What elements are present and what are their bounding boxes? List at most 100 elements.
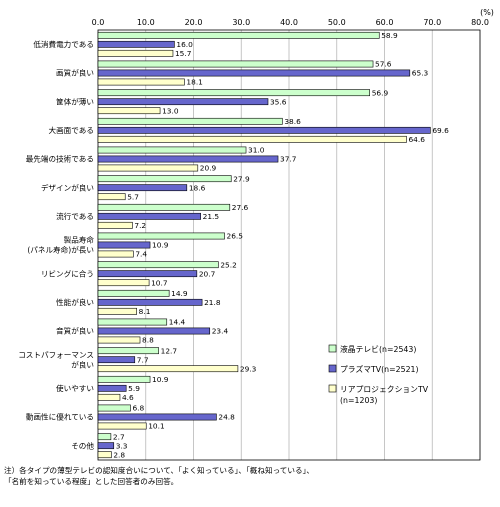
bar	[97, 413, 217, 421]
bar	[97, 307, 137, 315]
category-label: リビングに合う	[41, 268, 94, 278]
value-label: 18.1	[186, 78, 203, 87]
bar	[97, 270, 198, 278]
bar	[97, 107, 161, 115]
legend-swatch	[328, 344, 337, 353]
bar	[97, 175, 232, 183]
x-tick-label: 70.0	[423, 18, 441, 27]
bar	[97, 451, 112, 459]
value-label: 13.0	[162, 106, 179, 115]
bar	[97, 347, 159, 355]
bar	[97, 135, 407, 143]
bar	[97, 146, 247, 154]
bar	[97, 40, 175, 48]
value-label: 20.7	[199, 269, 216, 278]
category-label: 最先端の技術である	[26, 154, 94, 164]
bar	[97, 433, 112, 441]
x-tick-label: 10.0	[137, 18, 155, 27]
category-label: 筐体が薄い	[56, 96, 94, 106]
bar	[97, 289, 170, 297]
value-label: 56.9	[372, 88, 389, 97]
bar	[97, 232, 225, 240]
value-label: 12.7	[161, 346, 178, 355]
value-label: 10.9	[152, 375, 169, 384]
value-label: 29.3	[240, 364, 257, 373]
bar	[97, 89, 370, 97]
value-label: 3.3	[116, 441, 128, 450]
value-label: 15.7	[175, 49, 192, 58]
category-label: 低消費電力である	[33, 39, 94, 49]
value-label: 2.7	[113, 432, 125, 441]
bar	[97, 184, 188, 192]
value-label: 10.7	[151, 278, 168, 287]
category-label: 音質が良い	[56, 326, 94, 336]
bar	[97, 69, 411, 77]
bar	[97, 78, 185, 86]
value-label: 31.0	[248, 146, 265, 155]
bar	[97, 336, 141, 344]
value-label: 10.1	[148, 422, 165, 431]
footnote-line-2: 「名前を知っている程度」とした回答者のみ回答。	[4, 477, 179, 486]
bar	[97, 155, 279, 163]
value-label: 57.6	[375, 60, 392, 69]
x-tick-label: 20.0	[185, 18, 203, 27]
bar	[97, 261, 219, 269]
value-label: 38.6	[284, 117, 301, 126]
x-tick-label: 40.0	[280, 18, 298, 27]
bar	[97, 250, 134, 258]
value-label: 2.8	[113, 450, 125, 459]
value-label: 64.6	[408, 135, 425, 144]
category-label: 流行である	[56, 211, 94, 221]
category-label: 使いやすい	[56, 383, 94, 393]
value-label: 14.4	[169, 318, 186, 327]
bar	[97, 221, 133, 229]
bar	[97, 318, 168, 326]
value-label: 65.3	[412, 69, 429, 78]
category-label: 大画面である	[49, 125, 95, 135]
x-tick-label: 0.0	[92, 18, 105, 27]
bar	[97, 404, 131, 412]
category-label: 製品寿命(パネル寿命)が長い	[27, 235, 94, 255]
bar	[97, 241, 151, 249]
footnote-line-1: 注）各タイプの薄型テレビの認知度合いについて、「よく知っている」、「概ね知ってい…	[4, 466, 314, 475]
legend-label: 液晶テレビ(n=2543)	[340, 344, 416, 354]
bar	[97, 279, 150, 287]
value-label: 58.9	[381, 31, 398, 40]
value-label: 18.6	[189, 183, 206, 192]
value-label: 23.4	[212, 327, 229, 336]
bar	[97, 212, 201, 220]
category-label: 画質が良い	[56, 68, 94, 78]
value-label: 8.1	[139, 307, 151, 316]
legend-swatch	[328, 364, 337, 373]
bar	[97, 393, 121, 401]
category-label: 動画性に優れている	[26, 412, 94, 422]
legend-label: リアプロジェクションTV (n=1203)	[340, 385, 429, 405]
category-label: 性能が良い	[56, 297, 94, 307]
category-label: コストパフォーマンスが良い	[18, 350, 94, 369]
bar	[97, 365, 239, 373]
bar	[97, 203, 231, 211]
x-tick-label: 80.0	[471, 18, 489, 27]
value-label: 10.9	[152, 241, 169, 250]
value-label: 21.8	[204, 298, 221, 307]
bar	[97, 117, 283, 125]
bar	[97, 126, 431, 134]
value-label: 16.0	[176, 40, 193, 49]
bar	[97, 384, 127, 392]
bar	[97, 31, 380, 39]
value-label: 5.9	[128, 384, 140, 393]
value-label: 69.6	[432, 126, 449, 135]
legend-swatch	[328, 384, 337, 393]
bar	[97, 356, 136, 364]
bar	[97, 442, 115, 450]
value-label: 6.8	[132, 404, 144, 413]
value-label: 21.5	[203, 212, 220, 221]
category-label: その他	[71, 440, 94, 450]
bar	[97, 327, 211, 335]
bar	[97, 98, 269, 106]
value-label: 35.6	[270, 97, 287, 106]
bar	[97, 298, 203, 306]
value-label: 26.5	[227, 232, 244, 241]
